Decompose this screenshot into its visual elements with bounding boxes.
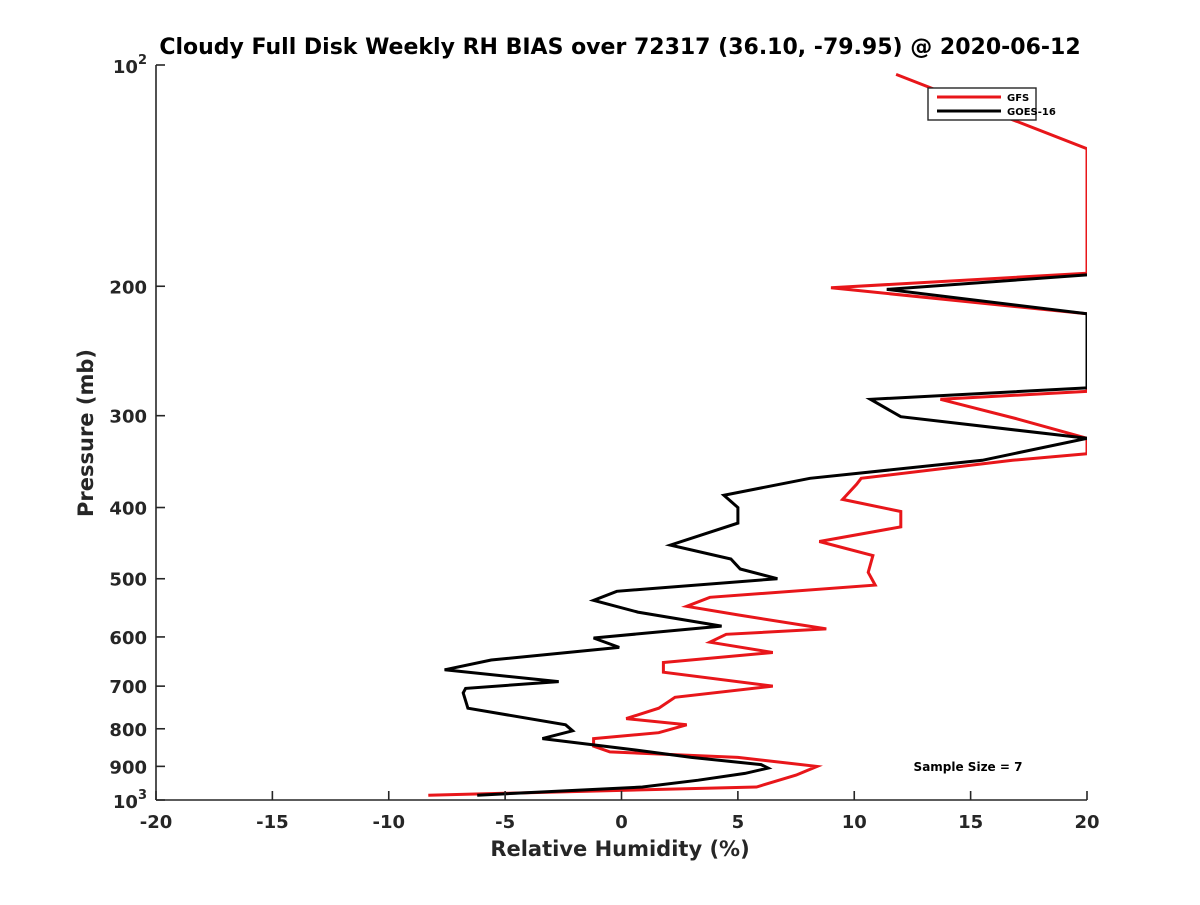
series-layer	[428, 73, 1087, 797]
y-tick-label: 500	[109, 570, 147, 591]
ticks-layer: -20 -15 -10 -5 0 5 10 15 20 102 200 300 400 500 600 700…	[109, 53, 1099, 833]
chart-title: Cloudy Full Disk Weekly RH BIAS over 723…	[159, 35, 1080, 60]
y-tick-label: 102	[113, 53, 147, 78]
y-axis-label: Pressure (mb)	[74, 349, 98, 517]
sample-size-annotation: Sample Size = 7	[914, 760, 1023, 774]
x-tick-label: 10	[842, 812, 867, 833]
x-tick-label: -5	[495, 812, 515, 833]
x-tick-label: -20	[140, 812, 173, 833]
legend: GFS GOES-16	[927, 87, 1056, 121]
series-line-gfs	[428, 73, 1087, 797]
legend-label: GFS	[1007, 93, 1029, 104]
legend-box	[927, 87, 1037, 121]
x-axis-label: Relative Humidity (%)	[490, 837, 749, 861]
x-tick-label: 5	[732, 812, 745, 833]
x-tick-label: 0	[615, 812, 628, 833]
y-tick-label: 900	[109, 757, 147, 778]
x-tick-label: -10	[372, 812, 405, 833]
y-tick-label: 300	[109, 407, 147, 428]
series-line-goes-16	[444, 273, 1087, 797]
x-tick-label: -15	[256, 812, 289, 833]
x-tick-label: 15	[958, 812, 983, 833]
y-tick-label: 103	[113, 788, 147, 813]
y-tick-label: 400	[109, 499, 147, 520]
axes-layer	[155, 65, 1087, 801]
y-tick-label: 700	[109, 677, 147, 698]
y-tick-label: 200	[109, 277, 147, 298]
x-tick-label: 20	[1074, 812, 1099, 833]
y-tick-label: 800	[109, 720, 147, 741]
y-tick-label: 600	[109, 628, 147, 649]
legend-label: GOES-16	[1007, 107, 1056, 118]
